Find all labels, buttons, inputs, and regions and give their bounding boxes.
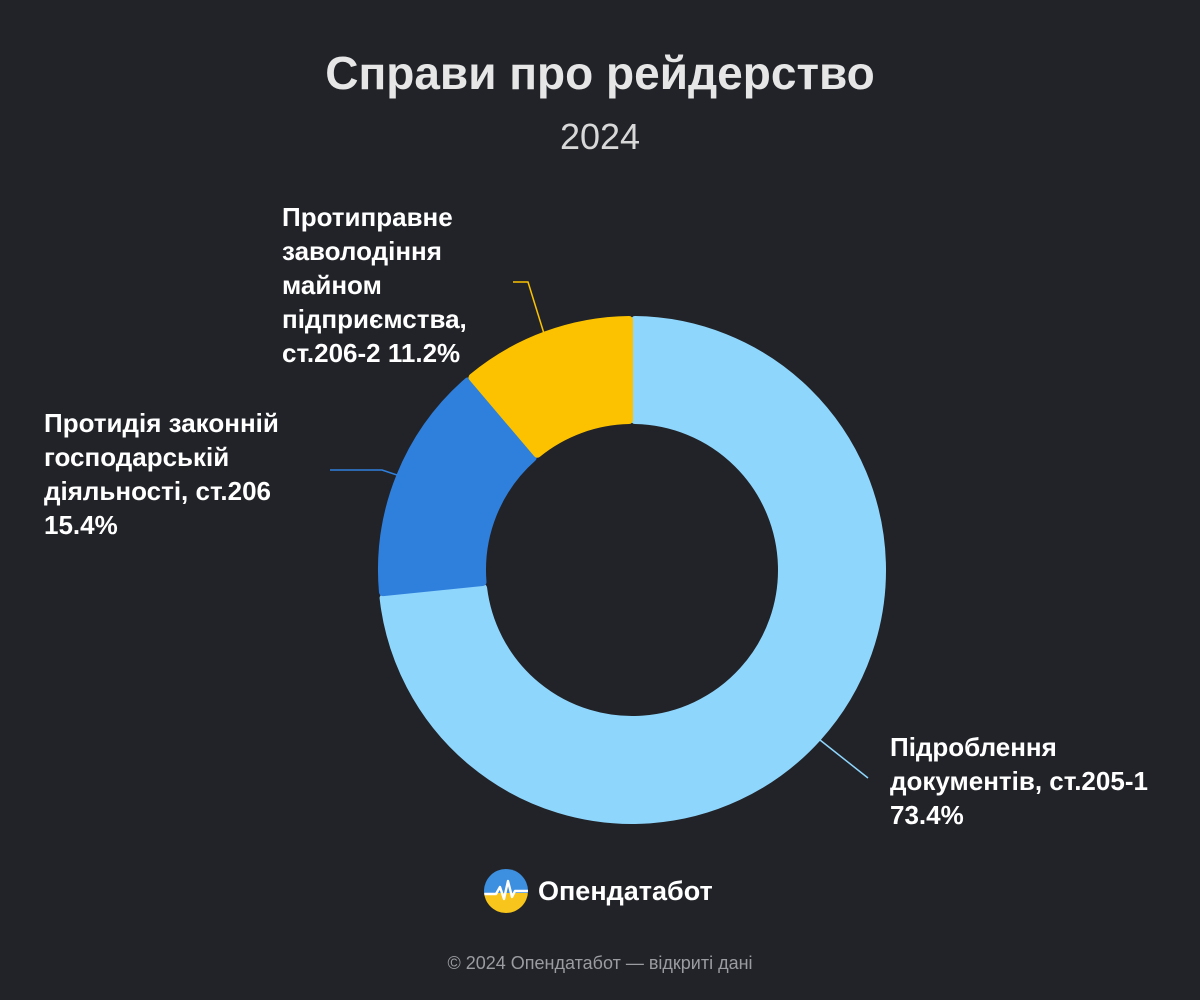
leader-line-document-forgery xyxy=(761,689,869,779)
brand: Опендатабот xyxy=(484,868,713,914)
slice-document-forgery xyxy=(379,316,886,824)
footer-copyright: © 2024 Опендатабот — відкриті дані xyxy=(447,953,753,973)
chart-subtitle: 2024 xyxy=(559,116,641,157)
chart-title: Справи про рейдерство xyxy=(325,47,875,99)
brand-name: Опендатабот xyxy=(538,875,713,906)
slice-business-obstruction xyxy=(378,377,537,597)
leader-line-business-obstruction xyxy=(330,469,401,477)
slice-label-business-obstruction: Протидія законній господарській діяльнос… xyxy=(44,408,279,540)
leader-line-property-seizure xyxy=(513,281,547,341)
slice-label-property-seizure: Протиправне заволодіння майном підприємс… xyxy=(282,202,467,368)
slice-property-seizure xyxy=(468,316,633,458)
opendatabot-logo-icon xyxy=(484,869,528,913)
slice-label-document-forgery: Підроблення документів, ст.205-1 73.4% xyxy=(890,732,1148,830)
